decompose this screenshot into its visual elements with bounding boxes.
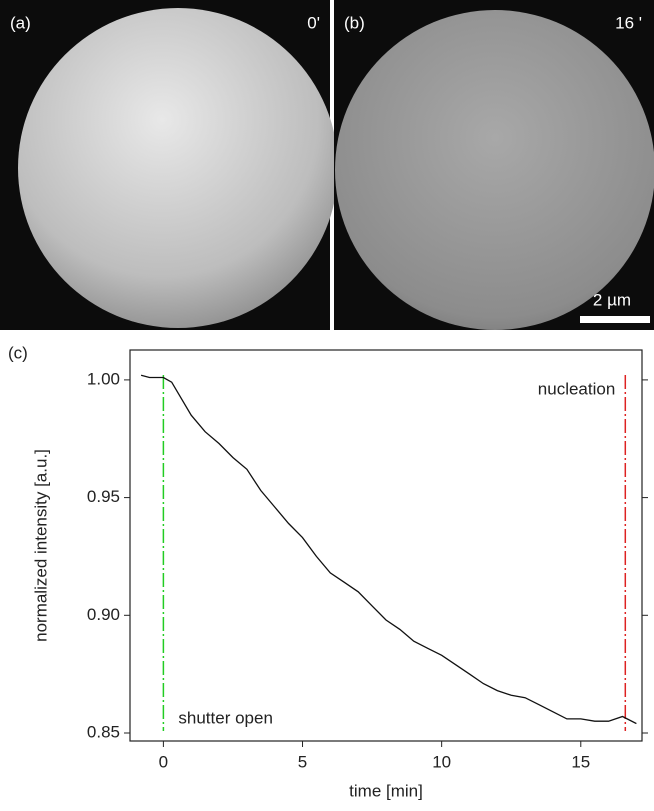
plot-frame [129,349,643,742]
y-tick-label: 1.00 [87,369,120,388]
y-axis-label: normalized intensity [a.u.] [31,449,50,642]
time-label: 0' [307,13,320,32]
time-label: 16 ' [615,13,642,32]
y-tick-label: 0.90 [87,605,120,624]
annotation: nucleation [538,379,616,398]
scale-bar-label: 2 µm [593,290,631,309]
x-tick-label: 0 [159,752,168,771]
image-b-field [335,10,654,330]
data-line [140,374,637,725]
x-tick-label: 15 [571,752,590,771]
x-tick-label: 10 [432,752,451,771]
y-tick-label: 0.85 [87,722,120,741]
scale-bar [580,316,650,323]
panel-label: (a) [10,13,31,32]
panel-label: (b) [344,13,365,32]
annotation: shutter open [178,708,273,727]
panel-label: (c) [8,343,28,362]
x-tick-label: 5 [298,752,307,771]
image-a-field [18,8,338,328]
x-axis-label: time [min] [349,781,423,800]
y-tick-label: 0.95 [87,487,120,506]
